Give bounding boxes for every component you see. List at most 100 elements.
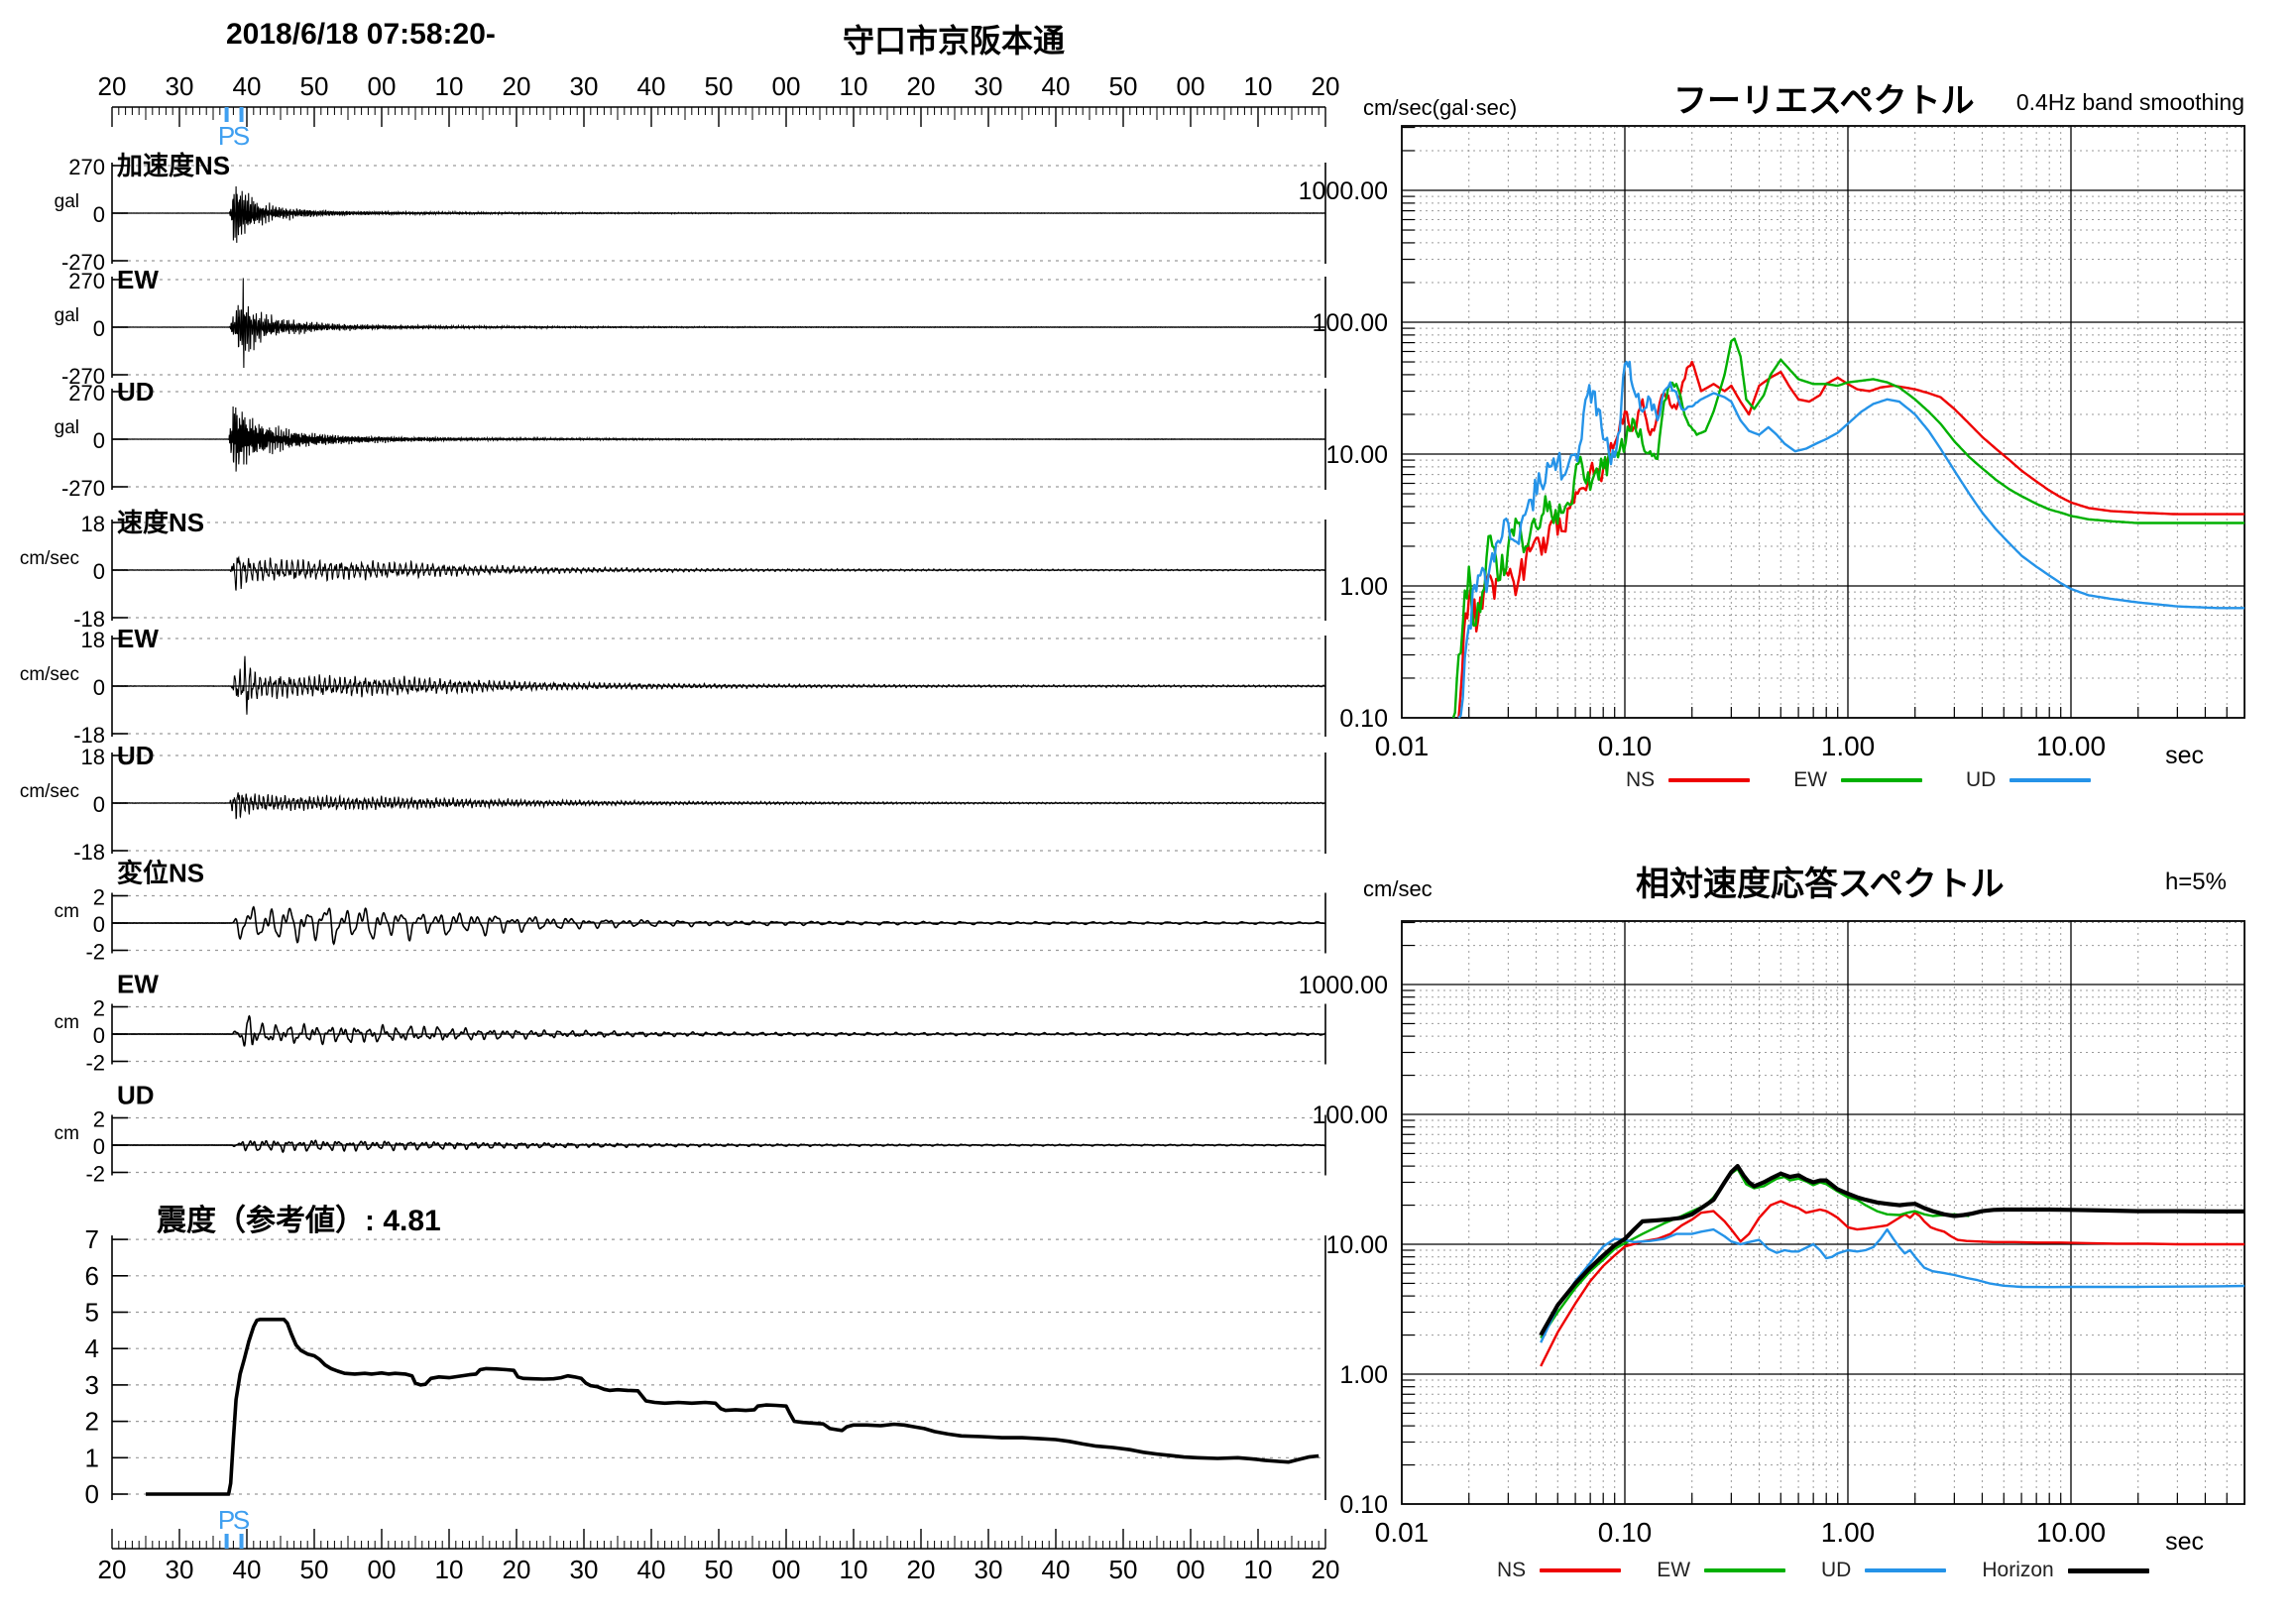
svg-text:50: 50 [300,71,329,101]
svg-text:加速度NS: 加速度NS [117,151,230,180]
svg-text:0.01: 0.01 [1375,731,1430,761]
svg-text:100.00: 100.00 [1313,1101,1388,1129]
svg-text:P: P [218,1505,235,1535]
svg-text:1000.00: 1000.00 [1299,972,1388,999]
svg-text:0.10: 0.10 [1598,1517,1653,1548]
svg-text:2: 2 [85,1407,99,1437]
svg-text:20: 20 [98,1555,127,1584]
svg-text:30: 30 [166,1555,194,1584]
svg-text:0.10: 0.10 [1339,1491,1388,1519]
legend-color-line [2009,778,2092,782]
svg-text:30: 30 [975,71,1003,101]
svg-text:UD: UD [117,377,155,406]
svg-text:50: 50 [705,1555,734,1584]
waveform-panel-acc-ud: UD 270 0 -270 gal [55,377,1326,501]
svg-text:1.00: 1.00 [1339,1361,1388,1389]
svg-text:cm: cm [55,1123,79,1144]
svg-text:EW: EW [117,624,159,653]
svg-text:50: 50 [1109,71,1138,101]
svg-text:0: 0 [93,202,105,227]
legend-label: NS [1497,1559,1527,1581]
svg-text:20: 20 [98,71,127,101]
svg-text:-2: -2 [85,940,105,965]
svg-text:cm/sec: cm/sec [20,664,79,685]
svg-text:20: 20 [503,71,531,101]
svg-text:変位NS: 変位NS [117,859,204,888]
fourier-spectrum-plot-curve-ud [1457,360,2245,719]
svg-text:10: 10 [840,1555,868,1584]
svg-text:-18: -18 [73,607,105,632]
fourier-title: フーリエスペクトル [1673,82,1975,120]
svg-text:UD: UD [117,741,155,770]
svg-text:-2: -2 [85,1162,105,1187]
svg-text:EW: EW [117,970,159,999]
svg-text:10.00: 10.00 [1325,441,1388,469]
legend-label: UD [1966,768,1997,791]
svg-text:P: P [218,121,235,151]
svg-text:1: 1 [85,1443,99,1472]
legend-label: EW [1793,768,1828,791]
legend-item-ns: NS [1626,768,1751,792]
svg-text:18: 18 [81,745,105,769]
waveform-panel-加速度NS: 加速度NS 270 0 -270 gal [55,151,1326,275]
response-legend: NS EW UD Horizon [1497,1559,2149,1582]
svg-text:0.10: 0.10 [1339,705,1388,733]
svg-text:2: 2 [93,1107,105,1132]
svg-text:0.01: 0.01 [1375,1517,1430,1548]
fourier-spectrum-plot-curve-ew [1451,337,2245,719]
svg-text:20: 20 [503,1555,531,1584]
svg-text:00: 00 [772,1555,801,1584]
svg-text:0: 0 [93,912,105,937]
svg-text:0: 0 [93,792,105,817]
svg-text:0.10: 0.10 [1598,731,1653,761]
intensity-title: 震度（参考値）: 4.81 [157,1205,441,1237]
svg-text:gal: gal [55,305,79,326]
svg-text:50: 50 [705,71,734,101]
svg-text:-270: -270 [61,250,105,275]
svg-text:00: 00 [368,71,397,101]
legend-item-ew: EW [1657,1559,1786,1582]
bottom-time-ruler: 20 30 40 50 00 10 20 30 40 50 00 10 20 30 40 50 00 10 20 PS [98,1505,1340,1584]
svg-text:-270: -270 [61,364,105,389]
svg-text:1000.00: 1000.00 [1299,177,1388,205]
svg-text:00: 00 [1177,1555,1205,1584]
svg-text:-270: -270 [61,476,105,501]
svg-text:1.00: 1.00 [1339,573,1388,601]
legend-color-line [1841,778,1923,782]
svg-text:100.00: 100.00 [1313,309,1388,337]
legend-color-line [1704,1568,1786,1572]
svg-text:10: 10 [435,71,464,101]
legend-item-ud: UD [1821,1559,1947,1582]
legend-label: Horizon [1982,1559,2054,1581]
svg-text:270: 270 [68,155,105,179]
svg-text:速度NS: 速度NS [117,508,204,537]
response-spectrum-plot-curve-ns [1540,1200,2245,1367]
svg-text:5: 5 [85,1298,99,1328]
svg-text:270: 270 [68,381,105,406]
waveform-panel-vel-ud: UD 18 0 -18 cm/sec [20,741,1326,865]
svg-text:-18: -18 [73,840,105,865]
intensity-panel: 0 1 2 3 4 5 6 7 [85,1224,1326,1509]
svg-text:7: 7 [85,1224,99,1254]
legend-item-ns: NS [1497,1559,1622,1582]
legend-label: EW [1657,1559,1691,1581]
svg-text:UD: UD [117,1081,155,1110]
svg-text:sec: sec [2165,742,2204,769]
waveform-panel-変位NS: 変位NS 20 -2 cm [55,859,1326,965]
waveform-panel-vel-ew: EW 18 0 -18 cm/sec [20,624,1326,748]
svg-text:20: 20 [1312,1555,1340,1584]
waveform-panel-acc-ew: EW 270 0 -270 gal [55,265,1326,389]
svg-text:S: S [233,121,250,151]
svg-text:40: 40 [233,1555,262,1584]
svg-text:40: 40 [637,1555,666,1584]
svg-text:20: 20 [907,71,936,101]
svg-text:50: 50 [1109,1555,1138,1584]
legend-color-line [2067,1567,2149,1573]
svg-text:cm/sec: cm/sec [20,781,79,802]
legend-item-horizon: Horizon [1982,1559,2149,1582]
fourier-unit-label: cm/sec(gal·sec) [1363,95,1518,120]
